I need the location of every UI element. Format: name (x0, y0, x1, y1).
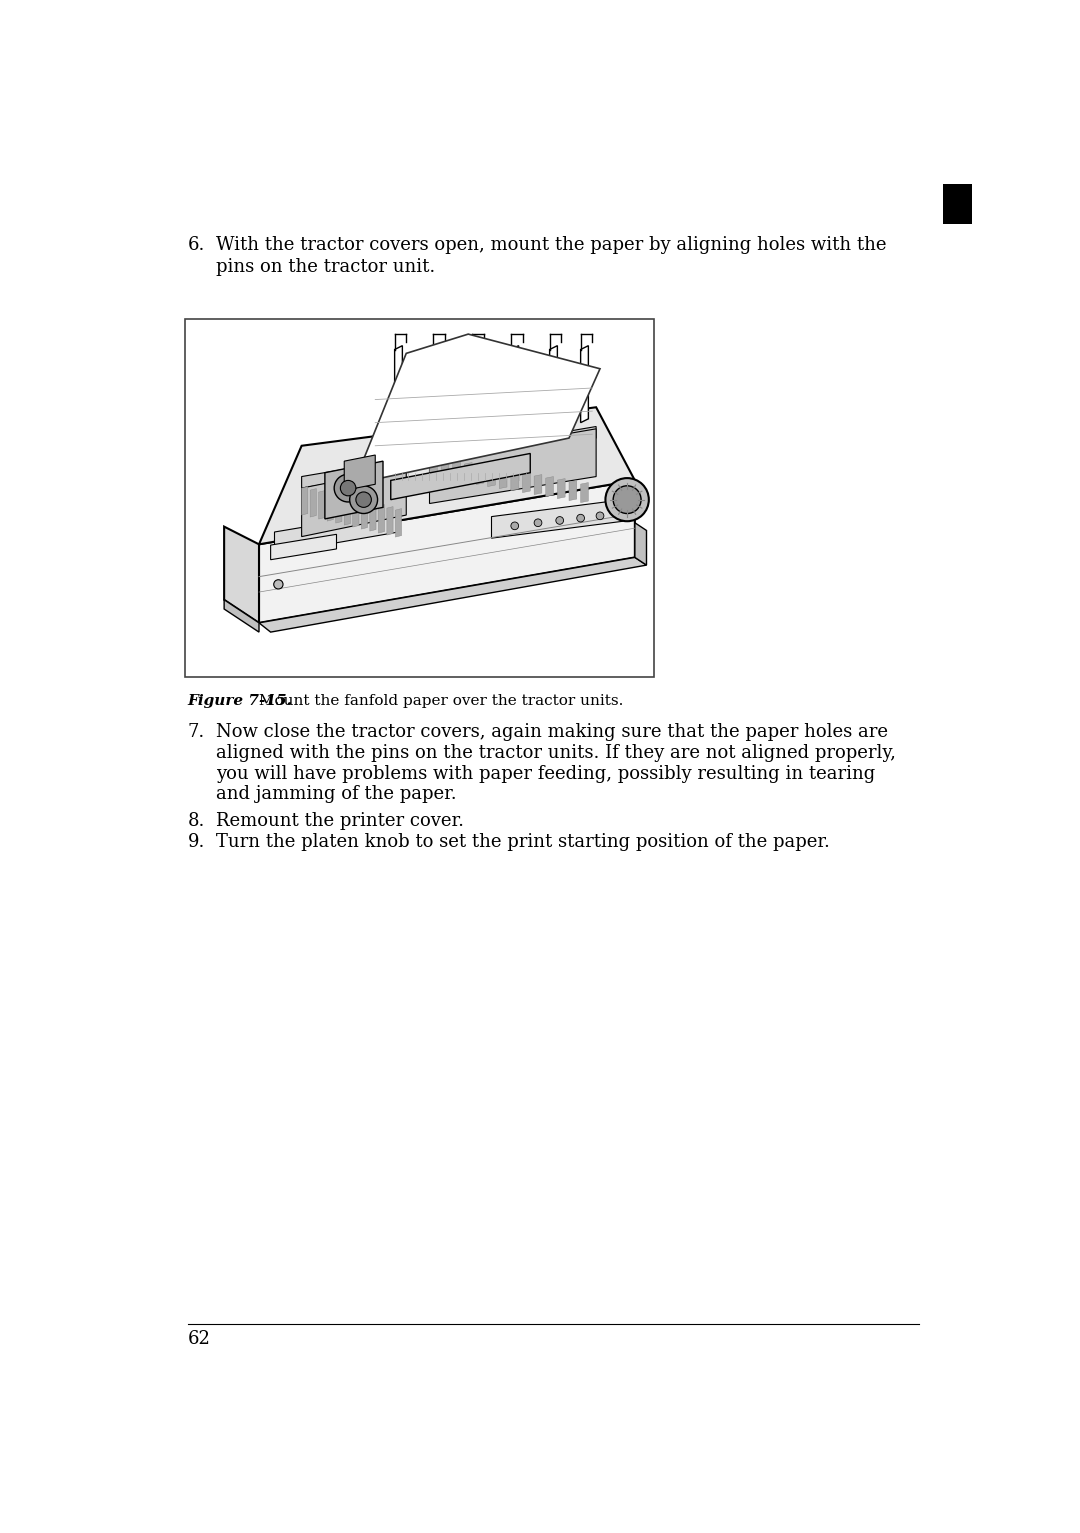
Text: Figure 7-15.: Figure 7-15. (188, 694, 293, 708)
Polygon shape (488, 466, 496, 486)
Polygon shape (430, 457, 437, 477)
Polygon shape (225, 599, 259, 632)
Text: you will have problems with paper feeding, possibly resulting in tearing: you will have problems with paper feedin… (216, 765, 875, 782)
Polygon shape (336, 495, 342, 523)
Polygon shape (433, 345, 441, 423)
Bar (186, 319, 654, 676)
Circle shape (535, 518, 542, 527)
Polygon shape (511, 345, 518, 423)
Text: Mount the fanfold paper over the tractor units.: Mount the fanfold paper over the tractor… (254, 694, 623, 708)
Text: 6.: 6. (188, 236, 205, 254)
Polygon shape (430, 429, 596, 503)
Polygon shape (353, 498, 359, 527)
Circle shape (334, 474, 362, 501)
Circle shape (577, 514, 584, 523)
Text: 62: 62 (188, 1329, 211, 1348)
Polygon shape (345, 455, 375, 491)
Polygon shape (259, 558, 647, 632)
Polygon shape (271, 535, 337, 560)
Polygon shape (325, 461, 383, 518)
Polygon shape (523, 472, 530, 492)
Polygon shape (369, 503, 376, 530)
Polygon shape (499, 469, 507, 489)
Polygon shape (453, 460, 460, 480)
Text: aligned with the pins on the tractor units. If they are not aligned properly,: aligned with the pins on the tractor uni… (216, 744, 895, 762)
Polygon shape (387, 506, 393, 535)
Text: Remount the printer cover.: Remount the printer cover. (216, 812, 463, 831)
Polygon shape (394, 345, 403, 423)
Circle shape (356, 492, 372, 507)
Polygon shape (301, 468, 406, 537)
Polygon shape (352, 334, 600, 484)
Polygon shape (345, 497, 350, 526)
Polygon shape (464, 463, 472, 483)
Text: 9.: 9. (188, 832, 205, 851)
Text: pins on the tractor unit.: pins on the tractor unit. (216, 258, 435, 276)
Polygon shape (259, 480, 635, 622)
Circle shape (511, 523, 518, 530)
Polygon shape (472, 345, 480, 423)
Circle shape (340, 480, 356, 495)
Polygon shape (511, 471, 518, 491)
Polygon shape (362, 501, 367, 529)
Polygon shape (491, 500, 623, 538)
Polygon shape (581, 345, 589, 423)
Polygon shape (274, 510, 399, 553)
Polygon shape (557, 478, 565, 498)
Text: With the tractor covers open, mount the paper by aligning holes with the: With the tractor covers open, mount the … (216, 236, 886, 254)
Polygon shape (395, 509, 402, 537)
Polygon shape (635, 523, 647, 566)
Polygon shape (378, 504, 384, 533)
Polygon shape (225, 527, 259, 622)
Bar (943, 184, 972, 224)
Polygon shape (545, 477, 554, 497)
Text: Now close the tractor covers, again making sure that the paper holes are: Now close the tractor covers, again maki… (216, 724, 888, 740)
Polygon shape (476, 464, 484, 484)
Polygon shape (310, 489, 316, 517)
Circle shape (606, 478, 649, 521)
Polygon shape (581, 483, 589, 503)
Polygon shape (301, 426, 596, 487)
Text: and jamming of the paper.: and jamming of the paper. (216, 785, 456, 803)
Polygon shape (569, 480, 577, 501)
Circle shape (596, 512, 604, 520)
Circle shape (613, 486, 642, 514)
Text: Turn the platen knob to set the print starting position of the paper.: Turn the platen knob to set the print st… (216, 832, 829, 851)
Circle shape (273, 579, 283, 589)
Polygon shape (301, 486, 308, 515)
Polygon shape (259, 408, 635, 544)
Polygon shape (550, 345, 557, 423)
Polygon shape (535, 475, 542, 495)
Polygon shape (391, 454, 530, 500)
Polygon shape (327, 492, 334, 521)
Circle shape (350, 486, 378, 514)
Polygon shape (319, 491, 325, 520)
Text: 7.: 7. (188, 724, 205, 740)
Text: 8.: 8. (188, 812, 205, 831)
Circle shape (556, 517, 564, 524)
Polygon shape (441, 458, 449, 478)
